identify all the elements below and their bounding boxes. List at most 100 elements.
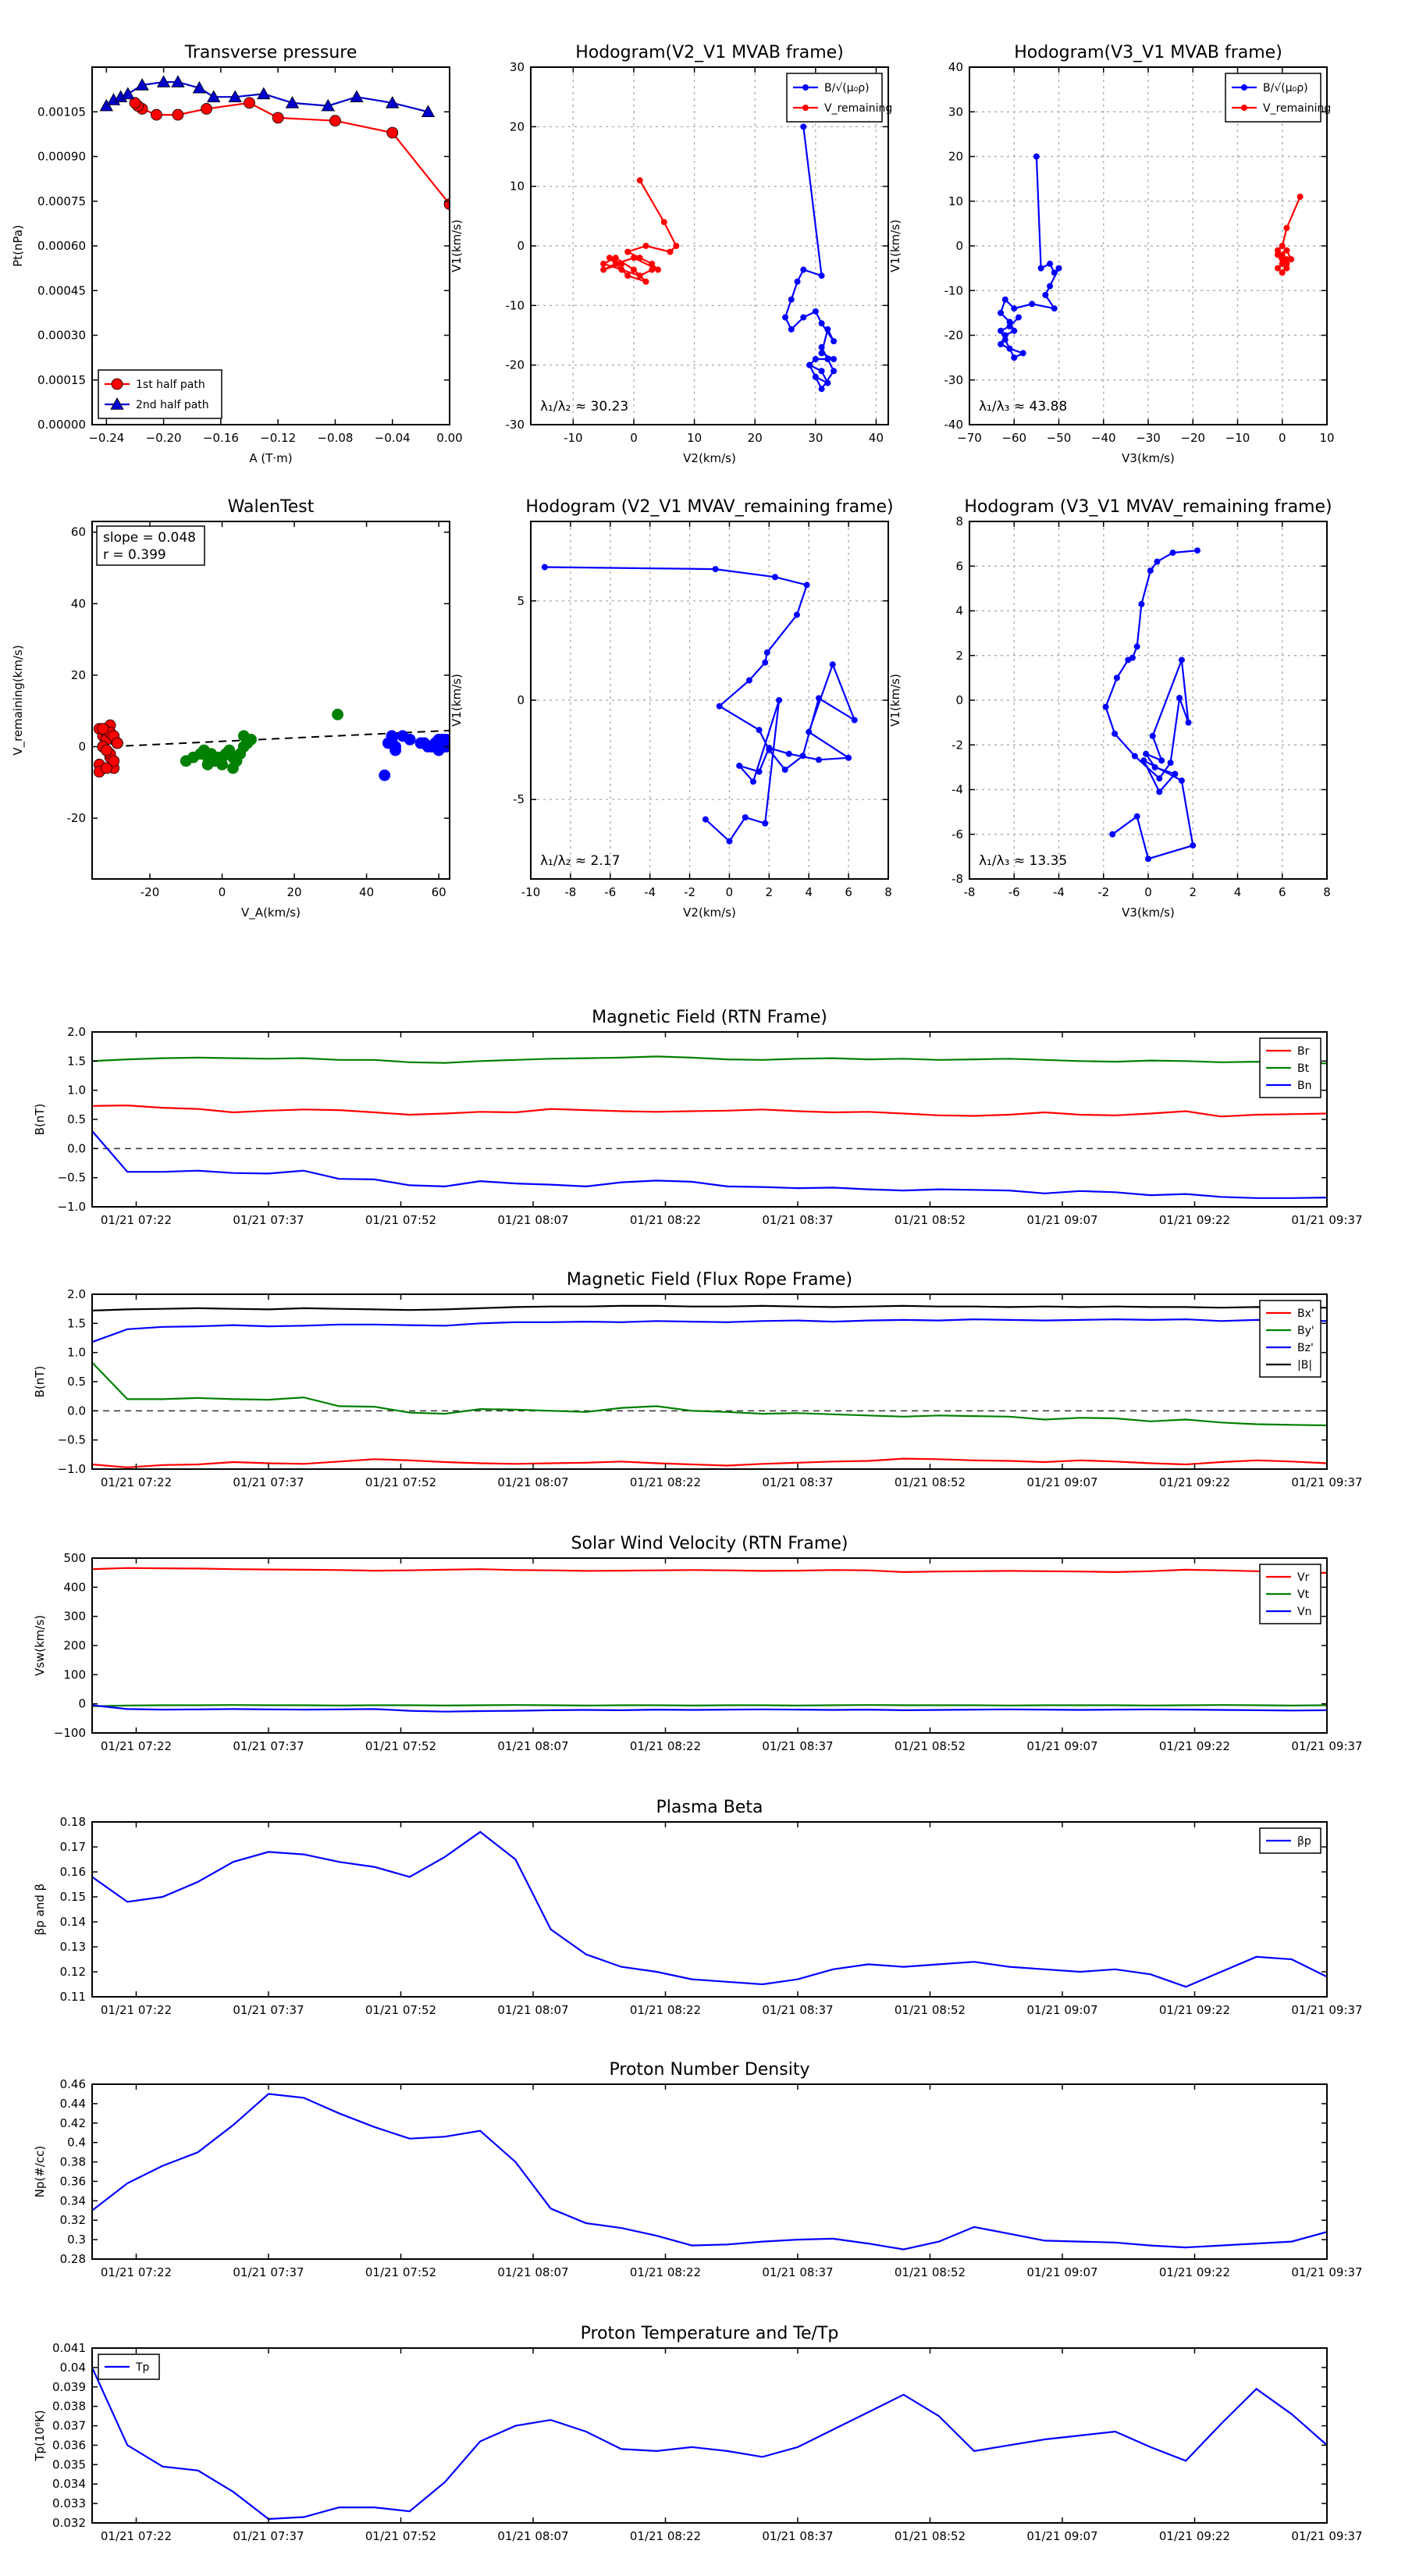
y-axis-label: B(nT) <box>33 1366 47 1398</box>
x-tick-label: -6 <box>604 885 616 899</box>
series-walen-2-point <box>386 730 398 742</box>
series-area <box>93 708 450 781</box>
series-h2-0-point <box>1015 314 1022 321</box>
series-h4-0-point <box>1109 831 1116 838</box>
chart-h2: −70 −60 −50 −40 −30 −20 −10 0 10 -40 -30 -20 -10 0 10 2… <box>888 43 1335 465</box>
y-tick-label: −0.5 <box>58 1433 86 1447</box>
y-tick-label: 20 <box>71 668 86 682</box>
y-tick-label: 0.44 <box>60 2097 86 2111</box>
y-tick-label: 0.034 <box>52 2477 86 2491</box>
axes-frame <box>91 2347 1328 2524</box>
series-h1-1-point <box>600 266 607 273</box>
x-tick-label: 30 <box>808 431 823 445</box>
y-tick-label: 0.13 <box>60 1940 86 1954</box>
x-tick-label: 01/21 07:37 <box>233 1739 304 1753</box>
legend-label: V_remaining <box>824 102 892 115</box>
x-tick-label: 01/21 07:22 <box>101 2529 172 2543</box>
x-tick-label: −20 <box>1180 431 1205 445</box>
x-tick-label: 6 <box>845 885 852 899</box>
x-tick-label: -10 <box>521 885 541 899</box>
series-h1-1-point <box>636 254 643 262</box>
series-walen-0-point <box>101 762 112 774</box>
x-tick-label: 01/21 08:37 <box>762 2003 833 2017</box>
x-tick-label: 01/21 08:07 <box>497 2529 568 2543</box>
x-tick-label: 01/21 07:37 <box>233 1213 304 1227</box>
series-h1-0-point <box>812 356 819 363</box>
axes-frame <box>530 521 889 880</box>
y-tick-label: 300 <box>63 1610 86 1624</box>
x-tick-label: 01/21 09:07 <box>1026 2003 1097 2017</box>
x-tick-label: −70 <box>957 431 982 445</box>
x-tick-label: 8 <box>884 885 892 899</box>
series-h2-0-point <box>1001 332 1008 339</box>
series-h2-0-point <box>1006 323 1013 330</box>
x-tick-label: 4 <box>805 885 813 899</box>
x-axis-label: A (T·m) <box>249 451 292 465</box>
y-tick-label: 2.0 <box>67 1025 86 1039</box>
x-tick-label: 01/21 07:52 <box>365 1213 436 1227</box>
y-tick-label: 1.5 <box>67 1054 86 1068</box>
eigenvalue-ratio-label: λ₁/λ₃ ≈ 13.35 <box>979 853 1067 869</box>
y-tick-label: 0 <box>955 239 963 253</box>
axes-frame <box>91 1821 1328 1998</box>
y-axis-label: V1(km/s) <box>888 674 902 727</box>
series-h2-1-point <box>1279 251 1286 258</box>
legend-label: Bx' <box>1297 1308 1314 1320</box>
series-h1-1-point <box>649 266 656 273</box>
y-tick-label: -2 <box>951 738 963 752</box>
series-walen-1-point <box>216 751 228 763</box>
series-area <box>92 1055 1327 1199</box>
x-tick-label: 01/21 08:22 <box>630 1213 701 1227</box>
series-h3-0-point <box>776 697 783 703</box>
chart-title: Hodogram (V2_V1 MVAV_remaining frame) <box>525 497 893 517</box>
legend-label: Br <box>1297 1045 1310 1058</box>
series-ts5-0-line <box>92 2093 1327 2250</box>
series-h4-0-point <box>1185 719 1192 726</box>
chart-ts1: 01/21 07:22 01/21 07:37 01/21 07:52 01/21 0… <box>33 1008 1363 1227</box>
series-h3-0-point <box>756 727 763 734</box>
series-ts3-0-line <box>92 1567 1327 1574</box>
series-h4-0-point <box>1156 788 1163 795</box>
series-h1-0-point <box>782 314 789 321</box>
x-tick-label: 60 <box>432 885 446 899</box>
series-area <box>92 1304 1327 1468</box>
series-tp-0-point <box>151 109 162 121</box>
series-walen-0-point <box>97 723 109 735</box>
fit-stats-box <box>96 525 205 566</box>
series-h1-0-point <box>818 368 825 375</box>
y-tick-label: 0.4 <box>67 2136 86 2150</box>
x-tick-label: 01/21 08:22 <box>630 2529 701 2543</box>
chart-title: Hodogram(V2_V1 MVAB frame) <box>575 43 844 62</box>
series-tp-1-point <box>321 98 335 112</box>
series-area <box>998 153 1304 361</box>
y-axis-label: Vsw(km/s) <box>33 1615 47 1676</box>
axes-frame <box>91 1557 1328 1734</box>
x-tick-label: 0.00 <box>436 431 462 445</box>
x-tick-label: 01/21 08:22 <box>630 2003 701 2017</box>
series-ts3-2-line <box>92 1704 1327 1713</box>
series-h1-1-point <box>642 278 649 285</box>
series-h3-0-point <box>793 611 800 618</box>
legend-label: B/√(μ₀ρ) <box>824 82 870 94</box>
series-h3-0-point <box>749 778 756 785</box>
series-h3-0-point <box>851 717 858 724</box>
series-walen-1-point <box>332 708 343 720</box>
series-h1-1-point <box>624 272 631 279</box>
legend-box <box>98 369 222 419</box>
y-tick-label: 6 <box>955 559 963 573</box>
x-tick-label: −0.08 <box>317 431 353 445</box>
series-h4-0-point <box>1147 567 1154 574</box>
series-h4-0-point <box>1149 732 1156 739</box>
x-tick-label: 0 <box>1144 885 1152 899</box>
series-h2-0-point <box>1011 354 1018 361</box>
x-tick-label: 01/21 09:22 <box>1159 1739 1230 1753</box>
x-tick-label: 01/21 07:22 <box>101 1475 172 1489</box>
chart-ts5: 01/21 07:22 01/21 07:37 01/21 07:52 01/21 0… <box>33 2060 1363 2279</box>
y-tick-label: 200 <box>63 1638 86 1653</box>
series-h1-1-point <box>660 219 667 226</box>
series-h4-0-point <box>1113 674 1120 681</box>
chart-title: Proton Temperature and Te/Tp <box>581 2324 839 2343</box>
x-tick-label: 01/21 09:37 <box>1291 2265 1362 2279</box>
series-h2-0-point <box>1029 301 1036 308</box>
y-tick-label: 0.00000 <box>37 418 86 432</box>
